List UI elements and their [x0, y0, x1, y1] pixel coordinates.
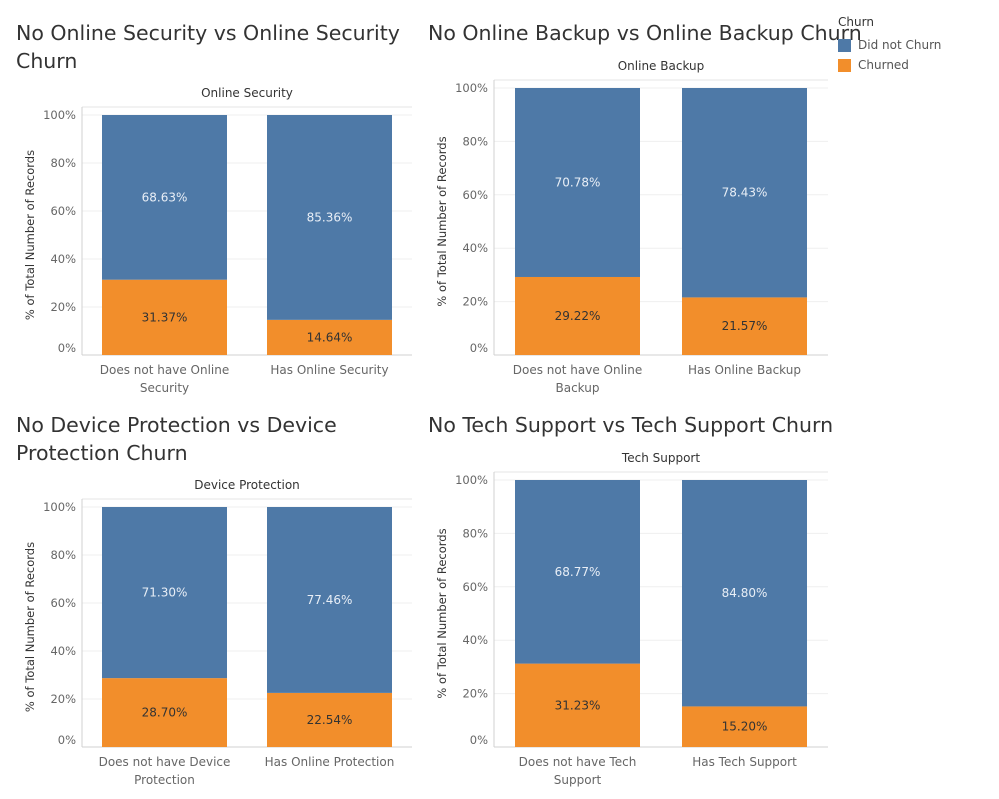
y-tick-label: 20% [50, 300, 76, 314]
legend-item-did-not-churn[interactable]: Did not Churn [838, 35, 941, 55]
chart-header: Tech Support [621, 451, 700, 465]
data-label: 29.22% [555, 309, 601, 323]
legend: Churn Did not Churn Churned [838, 15, 941, 75]
data-label: 31.37% [142, 310, 188, 324]
bar-segment [102, 678, 227, 747]
chart-title: No Device Protection vs Device Protectio… [16, 413, 337, 465]
legend-label: Did not Churn [858, 38, 942, 52]
legend-label: Churned [858, 58, 909, 72]
y-axis-label: % of Total Number of Records [23, 150, 37, 320]
y-tick-label: 100% [43, 500, 76, 514]
y-tick-label: 0% [470, 733, 488, 747]
bar-segment [515, 88, 640, 277]
legend-swatch [838, 58, 851, 72]
y-tick-label: 20% [462, 295, 488, 309]
x-tick-label: Does not have Online Backup [513, 363, 642, 395]
bar-segment [682, 297, 807, 355]
bar-segment [515, 480, 640, 664]
y-axis-label: % of Total Number of Records [435, 136, 449, 306]
y-tick-label: 100% [455, 473, 488, 487]
data-label: 84.80% [722, 586, 768, 600]
data-label: 78.43% [722, 186, 768, 200]
data-label: 14.64% [307, 330, 353, 344]
bar-segment [102, 279, 227, 355]
x-tick-label: Has Online Security [270, 363, 388, 377]
legend-swatch [838, 38, 851, 52]
bar-segment [102, 507, 227, 679]
data-label: 21.57% [722, 319, 768, 333]
x-tick-label: Has Online Backup [688, 363, 801, 377]
x-tick-label: Does not have Tech Support [519, 755, 637, 787]
x-tick-label: Does not have Online Security [100, 363, 229, 395]
chart-title: No Online Backup vs Online Backup Churn [428, 21, 862, 45]
y-tick-label: 40% [462, 241, 488, 255]
y-tick-label: 80% [462, 134, 488, 148]
bar-segment [682, 480, 807, 707]
x-tick-label: Does not have Device Protection [99, 755, 231, 787]
bar-segment [102, 115, 227, 280]
y-tick-label: 80% [462, 526, 488, 540]
data-label: 68.77% [555, 565, 601, 579]
y-tick-label: 0% [58, 733, 76, 747]
data-label: 22.54% [307, 713, 353, 727]
data-label: 68.63% [142, 190, 188, 204]
y-tick-label: 60% [50, 204, 76, 218]
bar-segment [682, 88, 807, 298]
legend-item-churned[interactable]: Churned [838, 55, 941, 75]
x-tick-label: Has Online Protection [265, 755, 395, 769]
y-tick-label: 100% [43, 108, 76, 122]
y-tick-label: 80% [50, 156, 76, 170]
bar-segment [682, 706, 807, 747]
y-axis-label: % of Total Number of Records [23, 542, 37, 712]
y-tick-label: 40% [50, 644, 76, 658]
y-tick-label: 60% [462, 188, 488, 202]
data-label: 85.36% [307, 210, 353, 224]
y-tick-label: 0% [58, 341, 76, 355]
legend-title: Churn [838, 15, 874, 29]
y-tick-label: 40% [50, 252, 76, 266]
y-tick-label: 20% [462, 687, 488, 701]
chart-title: No Tech Support vs Tech Support Churn [428, 413, 834, 437]
chart-header: Online Backup [618, 59, 705, 73]
chart-svg: Online Security 0% 20% 40% 60% 80% 100% % of To… [23, 86, 412, 395]
chart-header: Device Protection [194, 478, 300, 492]
data-label: 77.46% [307, 593, 353, 607]
chart-title: No Online Security vs Online Security Ch… [16, 21, 400, 73]
data-label: 28.70% [142, 706, 188, 720]
y-tick-label: 0% [470, 341, 488, 355]
bar-segment [515, 276, 640, 355]
data-label: 31.23% [555, 698, 601, 712]
y-axis-label: % of Total Number of Records [435, 528, 449, 698]
y-tick-label: 40% [462, 633, 488, 647]
data-label: 71.30% [142, 586, 188, 600]
bar-segment [267, 692, 392, 747]
data-label: 70.78% [555, 175, 601, 189]
chart-header: Online Security [201, 86, 293, 100]
bar-segment [267, 319, 392, 355]
data-label: 15.20% [722, 720, 768, 734]
y-tick-label: 60% [50, 596, 76, 610]
bar-segment [267, 507, 392, 693]
bar-segment [267, 115, 392, 320]
x-tick-label: Has Tech Support [692, 755, 797, 769]
chart-svg: Tech Support 0% 20% 40% 60% 80% 100% % of Total… [435, 451, 828, 787]
y-tick-label: 20% [50, 692, 76, 706]
chart-svg: Online Backup 0% 20% 40% 60% 80% 100% % of Tota… [435, 59, 828, 395]
bar-segment [515, 663, 640, 747]
y-tick-label: 60% [462, 580, 488, 594]
chart-svg: Device Protection 0% 20% 40% 60% 80% 100% % of … [23, 478, 412, 787]
y-tick-label: 100% [455, 81, 488, 95]
y-tick-label: 80% [50, 548, 76, 562]
